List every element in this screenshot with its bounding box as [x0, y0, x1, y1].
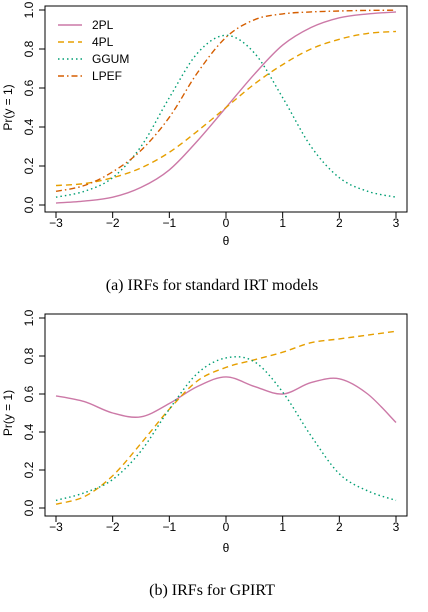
y-tick-label: 1.0: [22, 309, 36, 326]
y-axis-label: Pr(y = 1): [1, 84, 15, 130]
legend-label-ggum: GGUM: [92, 52, 129, 66]
series-line-s2: [55, 356, 397, 502]
x-tick-label: 2: [336, 520, 343, 534]
y-tick-label: 0.6: [22, 385, 36, 402]
y-axis-label: Pr(y = 1): [1, 390, 15, 436]
y-tick-label: 0.2: [22, 461, 36, 478]
x-tick-label: 0: [223, 216, 230, 230]
legend-label-lpef: LPEF: [92, 69, 122, 83]
legend-label-2pl: 2PL: [92, 18, 114, 32]
caption-a: (a) IRFs for standard IRT models: [106, 277, 318, 294]
legend-label-4pl: 4PL: [92, 35, 114, 49]
x-tick-label: 3: [393, 520, 400, 534]
x-tick-label: −3: [49, 520, 63, 534]
x-tick-label: −1: [162, 520, 176, 534]
series-line-s0: [55, 376, 397, 423]
plot-frame: [44, 313, 408, 517]
chart-panel-a: −3 −2 −1 0 1 2 3 θ 0.0 0.2 0.4 0.6 0.8 1.0 Pr(y = 1) 2P…: [1, 1, 408, 248]
series-line-4pl: [55, 30, 397, 187]
x-axis-label: θ: [223, 234, 230, 248]
chart-panel-b: −3 −2 −1 0 1 2 3 θ 0.0 0.2 0.4 0.6 0.8 1.0 Pr(y = 1): [1, 309, 408, 555]
series-line-ggum: [55, 34, 397, 198]
x-tick-label: 1: [279, 216, 286, 230]
x-tick-label: 1: [279, 520, 286, 534]
plot-frame: [44, 5, 408, 213]
y-tick-label: 0.0: [22, 196, 36, 213]
x-tick-label: −3: [49, 216, 63, 230]
y-tick-label: 0.2: [22, 157, 36, 174]
y-tick-label: 1.0: [22, 1, 36, 18]
y-tick-label: 0.8: [22, 40, 36, 57]
y-tick-label: 0.8: [22, 347, 36, 364]
y-tick-label: 0.4: [22, 118, 36, 135]
x-tick-label: 2: [336, 216, 343, 230]
y-tick-label: 0.4: [22, 423, 36, 440]
x-axis-label: θ: [223, 541, 230, 555]
x-tick-label: 3: [393, 216, 400, 230]
y-tick-label: 0.6: [22, 79, 36, 96]
y-tick-label: 0.0: [22, 499, 36, 516]
x-tick-label: −2: [106, 520, 120, 534]
caption-b: (b) IRFs for GPIRT: [149, 582, 275, 599]
x-tick-label: −2: [106, 216, 120, 230]
x-tick-label: −1: [162, 216, 176, 230]
series-line-s1: [55, 330, 397, 505]
x-tick-label: 0: [223, 520, 230, 534]
